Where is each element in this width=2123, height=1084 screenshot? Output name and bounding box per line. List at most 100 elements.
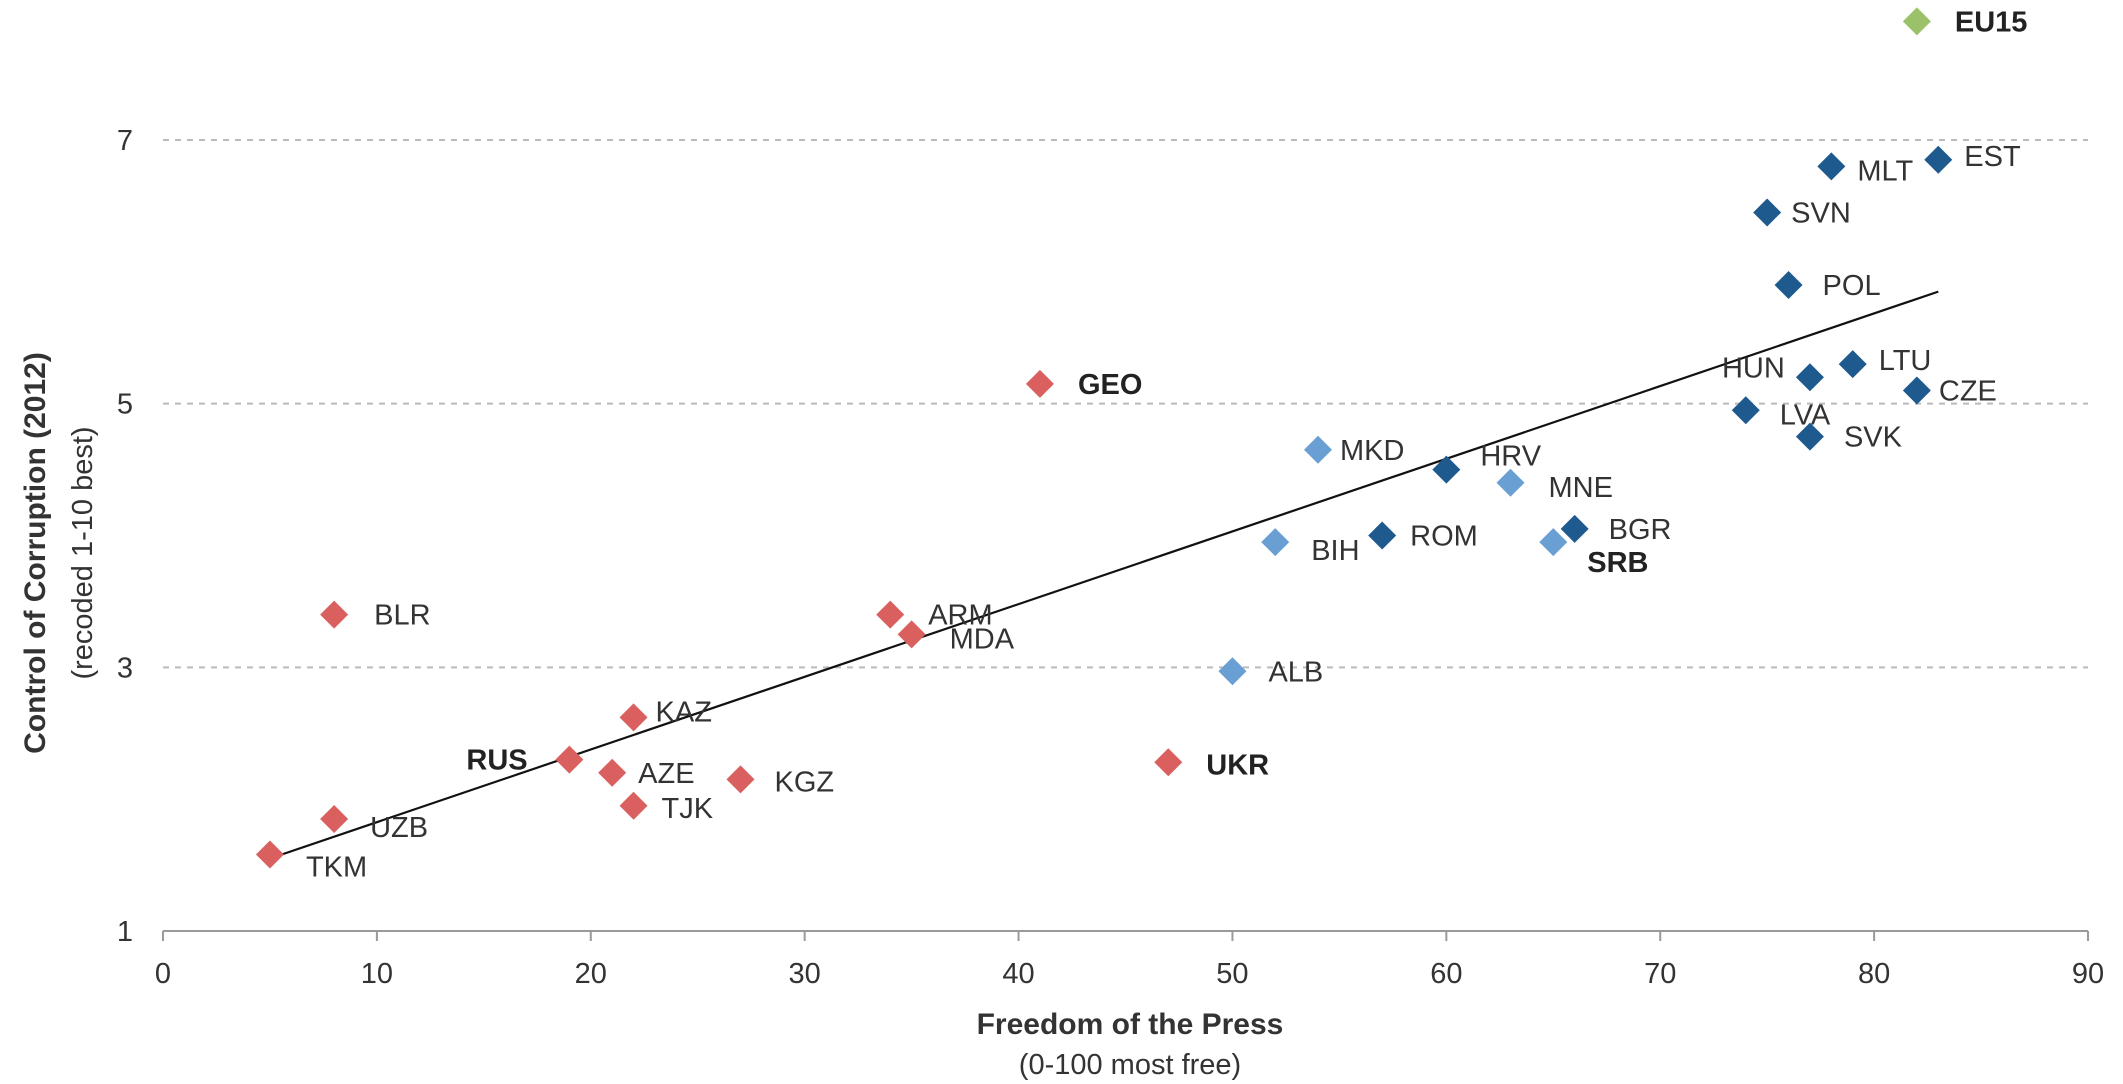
point-marker-hun xyxy=(1795,363,1824,392)
point-label-tkm: TKM xyxy=(306,852,367,884)
x-tick-label-20: 20 xyxy=(575,958,607,990)
y-tick-label-5: 5 xyxy=(117,389,133,421)
y-axis-subtitle: (recoded 1-10 best) xyxy=(67,426,99,679)
x-tick-label-30: 30 xyxy=(789,958,821,990)
point-label-uzb: UZB xyxy=(370,812,428,844)
point-label-hrv: HRV xyxy=(1480,441,1541,473)
point-blr: BLR xyxy=(320,600,431,632)
point-label-bgr: BGR xyxy=(1609,514,1672,546)
point-marker-kgz xyxy=(726,765,755,794)
point-eu15: EU15 xyxy=(1902,6,2028,38)
point-bgr: BGR xyxy=(1560,514,1672,546)
point-label-svk: SVK xyxy=(1844,422,1903,454)
point-label-kaz: KAZ xyxy=(656,696,712,728)
point-label-hun: HUN xyxy=(1722,352,1785,384)
x-tick-label-90: 90 xyxy=(2072,958,2104,990)
point-label-ltu: LTU xyxy=(1879,345,1932,377)
point-aze: AZE xyxy=(598,758,695,790)
point-marker-lva xyxy=(1731,396,1760,425)
point-label-pol: POL xyxy=(1823,270,1881,302)
point-label-eu15: EU15 xyxy=(1955,6,2028,38)
point-marker-est xyxy=(1924,145,1953,174)
point-mlt: MLT xyxy=(1817,152,1913,187)
x-tick-label-60: 60 xyxy=(1430,958,1462,990)
x-tick-label-80: 80 xyxy=(1858,958,1890,990)
point-label-mlt: MLT xyxy=(1857,155,1913,187)
axis-titles: Freedom of the Press (0-100 most free) C… xyxy=(19,352,1283,1081)
point-label-rom: ROM xyxy=(1410,521,1478,553)
point-lva: LVA xyxy=(1731,396,1831,431)
point-label-mkd: MKD xyxy=(1340,435,1404,467)
point-marker-svn xyxy=(1753,198,1782,227)
point-label-mne: MNE xyxy=(1549,472,1613,504)
x-tick-label-40: 40 xyxy=(1002,958,1034,990)
point-pol: POL xyxy=(1774,270,1881,302)
point-marker-arm xyxy=(876,600,905,629)
y-tick-label-1: 1 xyxy=(117,916,133,948)
point-est: EST xyxy=(1924,141,2021,174)
point-label-est: EST xyxy=(1964,141,2021,173)
point-label-geo: GEO xyxy=(1078,369,1142,401)
point-label-alb: ALB xyxy=(1268,656,1323,688)
point-marker-mda xyxy=(897,620,926,649)
point-marker-geo xyxy=(1025,369,1054,398)
point-marker-ltu xyxy=(1838,350,1867,379)
point-label-aze: AZE xyxy=(638,758,694,790)
point-rom: ROM xyxy=(1368,521,1478,553)
point-mne: MNE xyxy=(1496,468,1613,504)
point-marker-srb xyxy=(1539,528,1568,557)
point-label-ukr: UKR xyxy=(1206,749,1269,781)
point-srb: SRB xyxy=(1539,528,1649,579)
trend-line xyxy=(269,290,1939,860)
point-kgz: KGZ xyxy=(726,765,835,798)
point-marker-rom xyxy=(1368,521,1397,550)
point-marker-bih xyxy=(1261,528,1290,557)
point-svk: SVK xyxy=(1795,422,1903,454)
point-rus: RUS xyxy=(466,745,584,777)
point-marker-alb xyxy=(1218,657,1247,686)
point-marker-ukr xyxy=(1154,748,1183,777)
point-marker-aze xyxy=(598,758,627,787)
point-ukr: UKR xyxy=(1154,748,1269,781)
y-axis-title: Control of Corruption (2012) xyxy=(19,352,52,754)
point-label-rus: RUS xyxy=(466,745,527,777)
point-svn: SVN xyxy=(1753,198,1851,230)
point-marker-mlt xyxy=(1817,152,1846,181)
y-axis-ticks: 1 3 5 7 xyxy=(117,125,133,948)
point-marker-mne xyxy=(1496,468,1525,497)
x-axis-title: Freedom of the Press xyxy=(977,1008,1284,1041)
point-marker-bgr xyxy=(1560,514,1589,543)
trend-line-group xyxy=(269,290,1939,860)
point-label-svn: SVN xyxy=(1791,198,1851,230)
x-tick-label-0: 0 xyxy=(155,958,171,990)
point-cze: CZE xyxy=(1902,375,1997,407)
point-marker-blr xyxy=(320,600,349,629)
axes: 0 10 20 30 40 50 60 70 80 90 1 3 5 7 xyxy=(117,125,2104,990)
point-mda: MDA xyxy=(897,620,1015,655)
gridlines xyxy=(163,139,2088,669)
point-label-srb: SRB xyxy=(1587,547,1648,579)
point-tjk: TJK xyxy=(619,791,714,825)
point-marker-tjk xyxy=(619,791,648,820)
x-axis-ticks: 0 10 20 30 40 50 60 70 80 90 xyxy=(155,931,2104,990)
point-marker-tkm xyxy=(255,840,284,869)
point-label-kgz: KGZ xyxy=(775,766,835,798)
point-bih: BIH xyxy=(1261,528,1360,567)
point-label-blr: BLR xyxy=(374,600,430,632)
point-label-tjk: TJK xyxy=(662,793,714,825)
point-marker-hrv xyxy=(1432,455,1461,484)
y-tick-label-3: 3 xyxy=(117,652,133,684)
point-kaz: KAZ xyxy=(619,696,712,732)
point-marker-svk xyxy=(1795,422,1824,451)
point-geo: GEO xyxy=(1025,369,1142,401)
point-marker-rus xyxy=(555,745,584,774)
point-label-bih: BIH xyxy=(1311,535,1359,567)
point-uzb: UZB xyxy=(320,804,428,844)
point-label-mda: MDA xyxy=(950,623,1015,655)
point-label-lva: LVA xyxy=(1780,399,1831,431)
x-tick-label-50: 50 xyxy=(1216,958,1248,990)
x-axis-subtitle: (0-100 most free) xyxy=(1019,1049,1241,1081)
point-alb: ALB xyxy=(1218,656,1323,688)
